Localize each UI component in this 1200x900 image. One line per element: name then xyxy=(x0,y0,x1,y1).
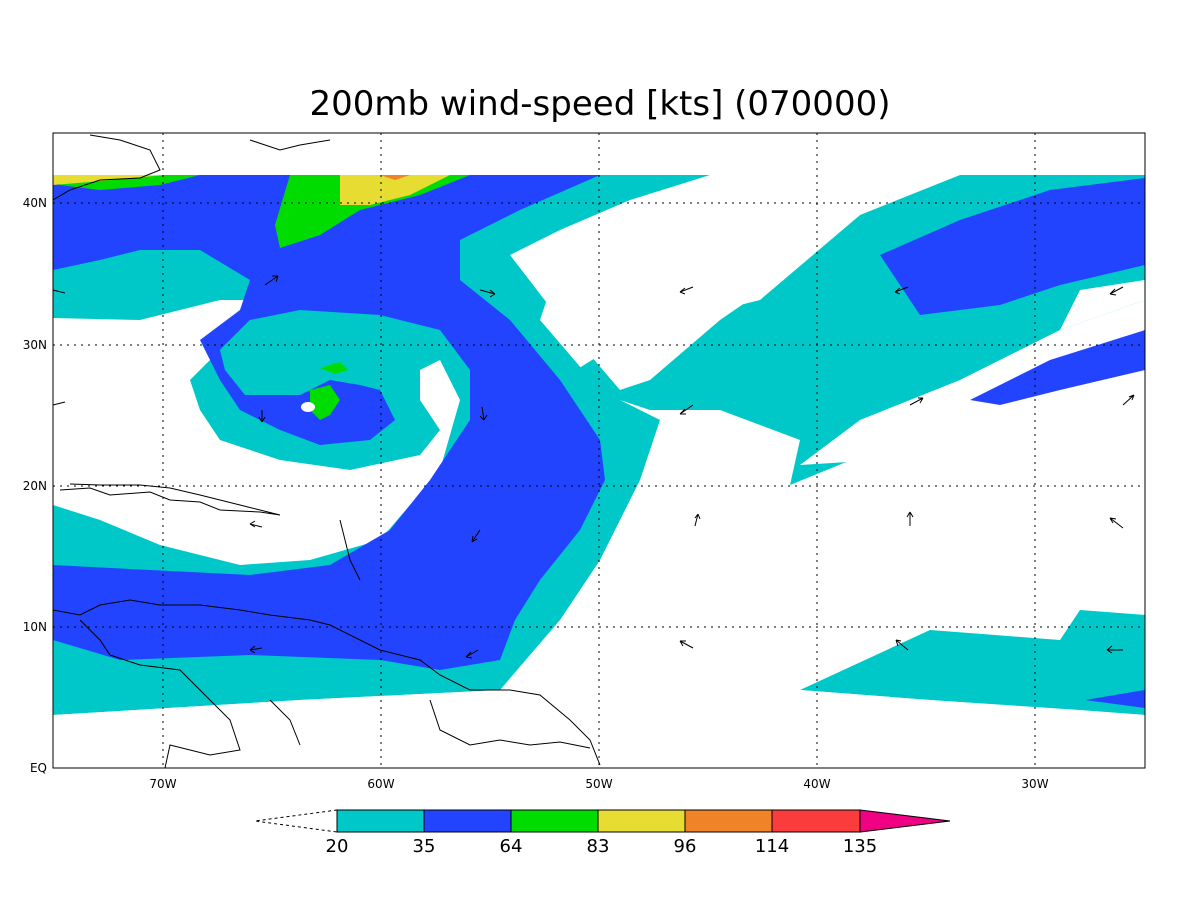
coastlines xyxy=(53,134,601,768)
colorbar xyxy=(254,809,951,833)
colorbar-swatch xyxy=(510,809,599,833)
y-tick-label: 20N xyxy=(23,479,47,493)
wind-speed-field xyxy=(53,175,1145,768)
band-96-114 xyxy=(380,175,410,180)
colorbar-swatch xyxy=(684,809,773,833)
grid xyxy=(53,133,1145,768)
colorbar-labels: 20 35 64 83 96 114 135 xyxy=(326,836,878,857)
colorbar-swatch xyxy=(771,809,861,833)
colorbar-swatch xyxy=(597,809,686,833)
x-tick-label: 40W xyxy=(803,777,830,791)
band-35-64 xyxy=(53,175,1145,708)
colorbar-swatch xyxy=(336,809,425,833)
colorbar-label: 64 xyxy=(500,836,523,857)
x-axis-labels: 70W 60W 50W 40W 30W xyxy=(149,777,1048,791)
y-tick-label: 10N xyxy=(23,620,47,634)
y-tick-label: EQ xyxy=(30,761,47,775)
wind-vectors xyxy=(52,275,1135,659)
x-tick-label: 60W xyxy=(367,777,394,791)
y-tick-label: 30N xyxy=(23,338,47,352)
colorbar-label: 135 xyxy=(843,836,877,857)
y-tick-label: 40N xyxy=(23,196,47,210)
x-tick-label: 50W xyxy=(585,777,612,791)
colorbar-high-arrow xyxy=(859,809,951,833)
colorbar-label: 114 xyxy=(755,836,789,857)
y-axis-labels: EQ 10N 20N 30N 40N xyxy=(23,196,47,775)
x-tick-label: 30W xyxy=(1021,777,1048,791)
colorbar-label: 20 xyxy=(326,836,349,857)
storm-eye xyxy=(301,402,315,412)
x-tick-label: 70W xyxy=(149,777,176,791)
colorbar-low-arrow xyxy=(254,809,338,833)
map-title: 200mb wind-speed [kts] (070000) xyxy=(310,84,891,124)
colorbar-label: 83 xyxy=(587,836,610,857)
colorbar-label: 35 xyxy=(413,836,436,857)
colorbar-swatch xyxy=(423,809,512,833)
colorbar-label: 96 xyxy=(674,836,697,857)
map-frame xyxy=(52,132,1146,769)
